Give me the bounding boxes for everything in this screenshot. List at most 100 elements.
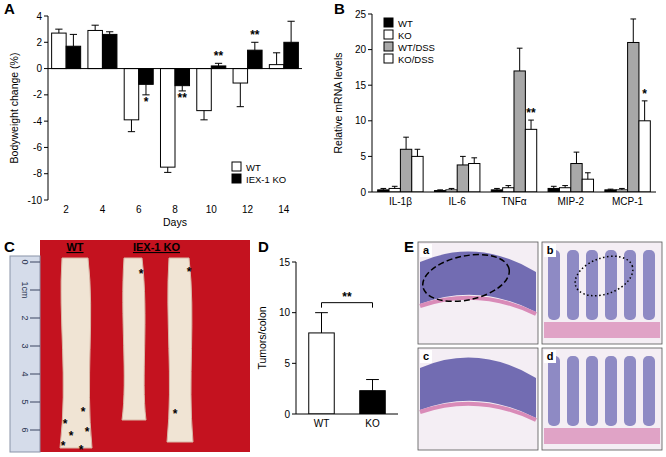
bar	[309, 333, 335, 414]
ruler-tick	[30, 318, 40, 319]
error-bars	[55, 21, 294, 172]
tumor-mark: *	[139, 267, 144, 281]
error-bars	[381, 19, 648, 191]
bar	[284, 42, 299, 68]
legend-swatch	[232, 162, 241, 171]
crypt	[548, 356, 560, 426]
error-bar	[200, 111, 207, 120]
y-tick-label: 10	[355, 115, 367, 126]
error-bar	[494, 188, 500, 189]
error-bar	[403, 137, 409, 149]
x-axis-label: Days	[163, 216, 187, 228]
legend-swatch	[384, 30, 393, 39]
image-frame	[418, 242, 538, 344]
y-tick	[368, 49, 372, 50]
submucosa	[544, 322, 660, 338]
annotation: **	[214, 49, 224, 63]
error-bar	[287, 21, 294, 42]
error-bar	[381, 188, 387, 189]
annotation: **	[526, 106, 536, 120]
y-tick-label: 0	[360, 187, 366, 198]
error-bar	[574, 152, 580, 163]
y-axis	[372, 14, 373, 192]
x-tick-label: 14	[278, 204, 290, 215]
image-label: a	[423, 244, 430, 256]
legend-swatch	[232, 174, 241, 183]
x-tick-label: 4	[100, 204, 106, 215]
legend-label: WT	[398, 18, 413, 29]
error-bar	[315, 313, 328, 333]
histology-image: c	[418, 348, 538, 450]
bar	[400, 149, 411, 192]
annotation: *	[144, 95, 149, 109]
tumor-outline	[570, 249, 639, 303]
y-tick	[368, 14, 372, 15]
y-tick	[368, 85, 372, 86]
error-bar	[551, 186, 557, 188]
y-tick	[44, 147, 48, 148]
legend-label: KO/DSS	[398, 54, 434, 65]
x-tick-label: 6	[136, 204, 142, 215]
annotation: **	[342, 290, 352, 304]
tumor-mark: *	[61, 439, 66, 453]
legend-label: KO	[398, 30, 412, 41]
panel-1: B0510152025Relative mRNA levelsIL-1βIL-6…	[332, 0, 656, 207]
bar	[248, 50, 263, 68]
image-label: d	[547, 350, 554, 362]
bar	[628, 42, 639, 192]
bar	[571, 164, 582, 192]
tumor-mark: *	[79, 443, 84, 457]
figure: A-10-8-6-4-2024Bodyweight change (%)2468…	[0, 0, 666, 457]
crypt	[567, 356, 579, 426]
bar	[102, 34, 117, 68]
y-tick-label: -2	[33, 89, 42, 100]
ruler-tick	[30, 402, 40, 403]
y-tick-label: 25	[355, 9, 367, 20]
y-tick	[44, 16, 48, 17]
ruler-tick	[30, 262, 40, 263]
x-tick-label: 2	[63, 204, 69, 215]
y-tick-label: 15	[279, 257, 291, 268]
error-bar	[142, 84, 149, 95]
tumor-mark: *	[63, 417, 68, 431]
ruler-label: 6	[20, 427, 30, 432]
x-tick-label: 8	[172, 204, 178, 215]
ruler-tick	[30, 430, 40, 431]
error-bar	[585, 173, 591, 179]
x-tick-label: 12	[242, 204, 254, 215]
y-tick-label: -10	[28, 195, 43, 206]
bar	[66, 46, 81, 68]
bar	[233, 69, 248, 83]
error-bar	[517, 48, 523, 71]
bar	[514, 71, 525, 192]
ruler-label: 3	[20, 343, 30, 348]
y-tick-label: 0	[36, 63, 42, 74]
bar	[124, 69, 139, 120]
submucosa	[544, 428, 660, 444]
y-tick-label: 4	[36, 11, 42, 22]
image-frame	[542, 348, 662, 450]
error-bar	[437, 189, 443, 191]
y-tick-label: 2	[36, 37, 42, 48]
label-background	[420, 350, 432, 363]
ruler-tick	[30, 346, 40, 347]
histology-image: d	[542, 348, 662, 450]
x-tick-label: IL-1β	[389, 196, 412, 207]
error-bar	[619, 188, 625, 189]
bar	[469, 164, 480, 192]
muscle-layer	[420, 298, 536, 314]
bars	[309, 333, 386, 414]
ruler-label: 1cm	[20, 281, 30, 298]
legend-label: WT	[246, 162, 261, 173]
annotation: *	[642, 87, 647, 101]
error-bar	[106, 32, 113, 35]
crypt	[548, 250, 560, 320]
bar	[389, 188, 400, 192]
y-tick	[44, 42, 48, 43]
x-tick-label: KO	[365, 418, 380, 429]
bar	[139, 69, 154, 85]
x-tick-label: MCP-1	[612, 196, 644, 207]
label-background	[544, 350, 556, 363]
y-axis-label: Bodyweight change (%)	[8, 53, 20, 164]
y-axis	[48, 16, 49, 200]
